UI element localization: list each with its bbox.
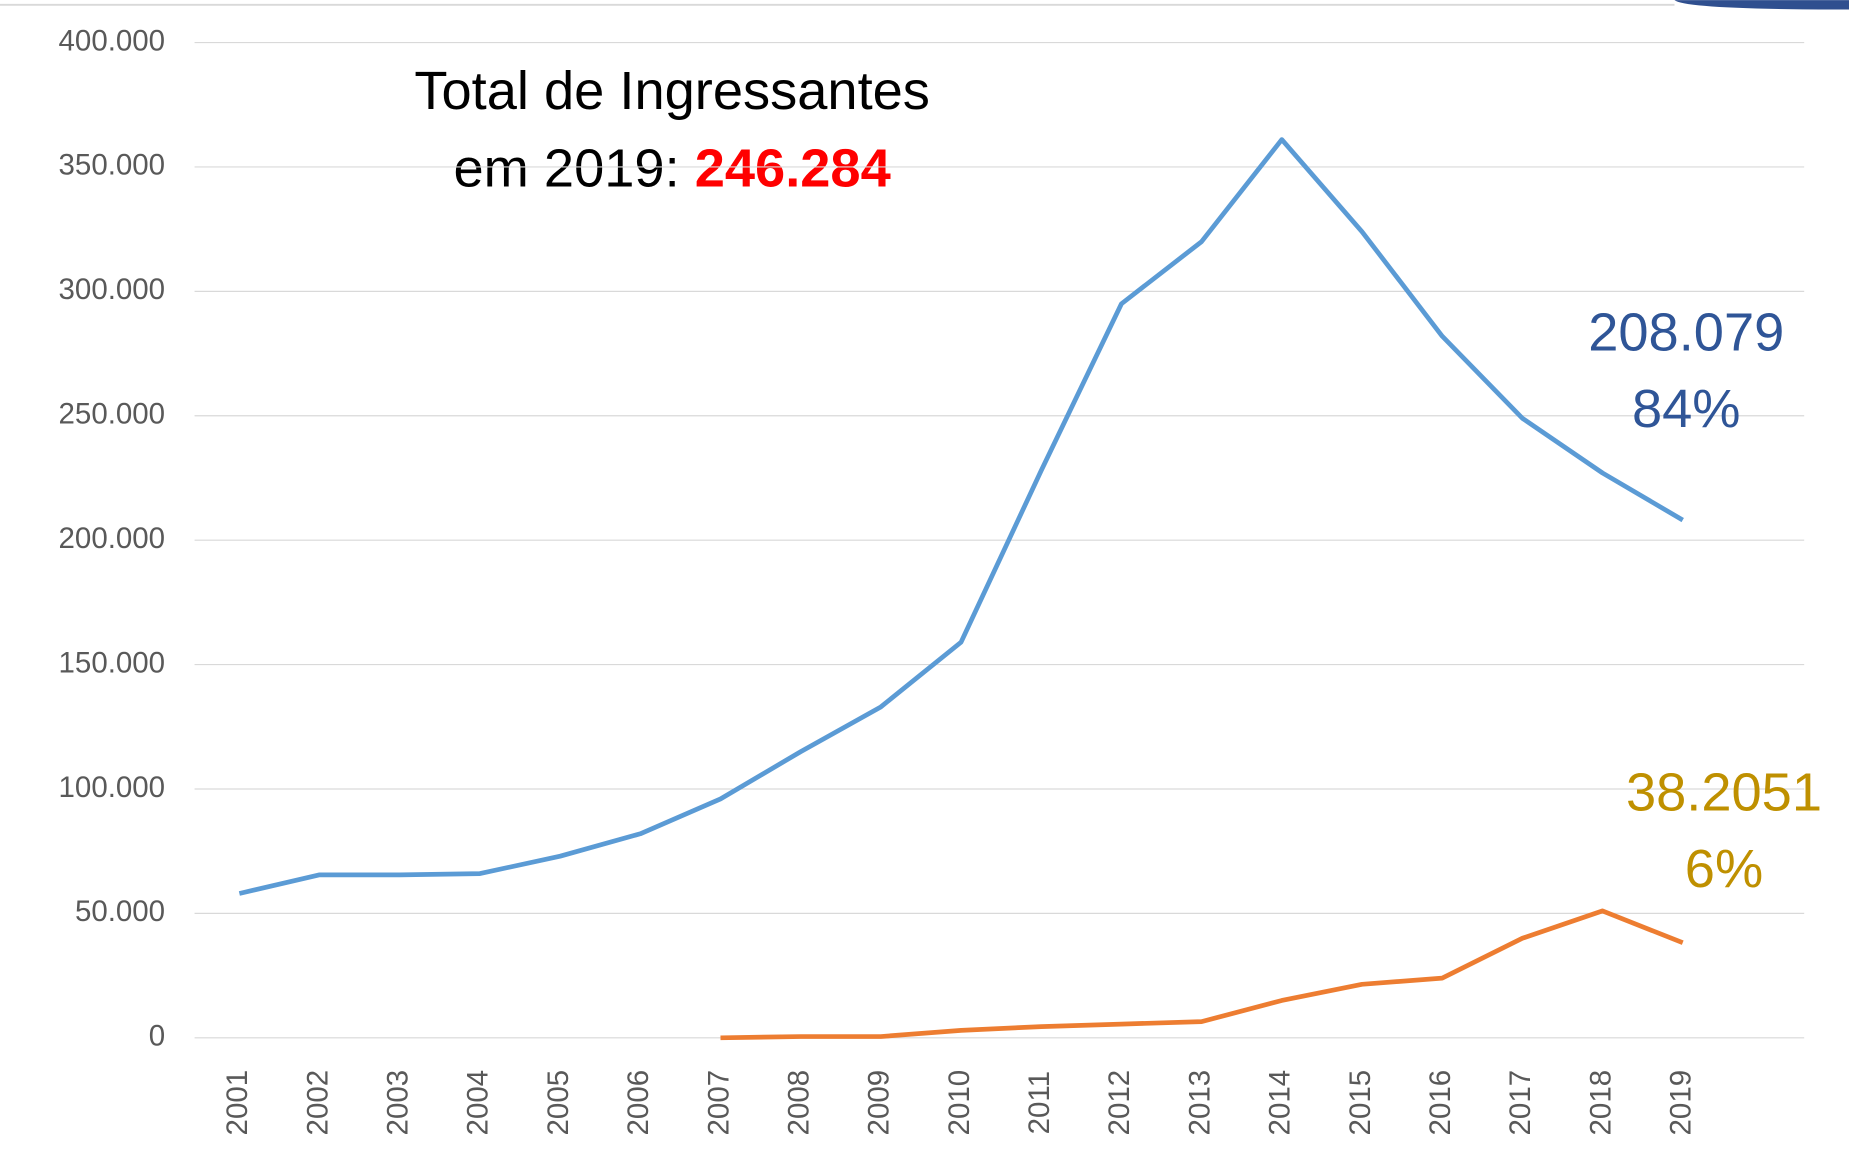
x-tick-label: 2016 bbox=[1424, 1070, 1457, 1136]
x-tick-label: 2014 bbox=[1264, 1070, 1297, 1136]
y-tick-label: 50.000 bbox=[75, 895, 165, 928]
x-tick-label: 2012 bbox=[1103, 1070, 1136, 1136]
x-tick-label: 2007 bbox=[702, 1070, 735, 1136]
y-tick-label: 250.000 bbox=[59, 398, 166, 431]
line-series bbox=[238, 137, 1684, 896]
y-tick-label: 100.000 bbox=[59, 771, 166, 804]
line-series bbox=[720, 908, 1684, 1041]
y-tick-label: 300.000 bbox=[59, 273, 166, 306]
x-tick-label: 2005 bbox=[542, 1070, 575, 1136]
x-tick-label: 2010 bbox=[943, 1070, 976, 1136]
x-tick-label: 2017 bbox=[1504, 1070, 1537, 1136]
x-tick-label: 2004 bbox=[462, 1070, 495, 1136]
x-tick-label: 2019 bbox=[1665, 1070, 1698, 1136]
y-tick-label: 350.000 bbox=[59, 149, 166, 182]
x-tick-label: 2009 bbox=[863, 1070, 896, 1136]
x-tick-label: 2015 bbox=[1344, 1070, 1377, 1136]
y-tick-label: 150.000 bbox=[59, 646, 166, 679]
annotation: 208.079 bbox=[1588, 303, 1784, 363]
x-tick-label: 2018 bbox=[1584, 1070, 1617, 1136]
title-text: em 2019: bbox=[454, 139, 695, 199]
title-highlight: 246.284 bbox=[695, 139, 891, 199]
x-tick-label: 2006 bbox=[622, 1070, 655, 1136]
chart-subtitle: em 2019: 246.284 bbox=[454, 139, 891, 199]
y-tick-label: 0 bbox=[149, 1020, 165, 1053]
annotation: 6% bbox=[1685, 839, 1763, 899]
annotation: 84% bbox=[1632, 379, 1741, 439]
corner-decoration bbox=[1674, 0, 1849, 10]
chart-title: Total de Ingressantes bbox=[414, 61, 930, 121]
y-tick-label: 200.000 bbox=[59, 522, 166, 555]
y-tick-label: 400.000 bbox=[59, 24, 166, 57]
x-tick-label: 2003 bbox=[382, 1070, 415, 1136]
x-tick-label: 2002 bbox=[301, 1070, 334, 1136]
x-tick-label: 2008 bbox=[782, 1070, 815, 1136]
annotation: 38.2051 bbox=[1626, 762, 1822, 822]
x-tick-label: 2011 bbox=[1023, 1071, 1056, 1134]
x-tick-label: 2013 bbox=[1183, 1070, 1216, 1136]
x-tick-label: 2001 bbox=[221, 1070, 254, 1136]
